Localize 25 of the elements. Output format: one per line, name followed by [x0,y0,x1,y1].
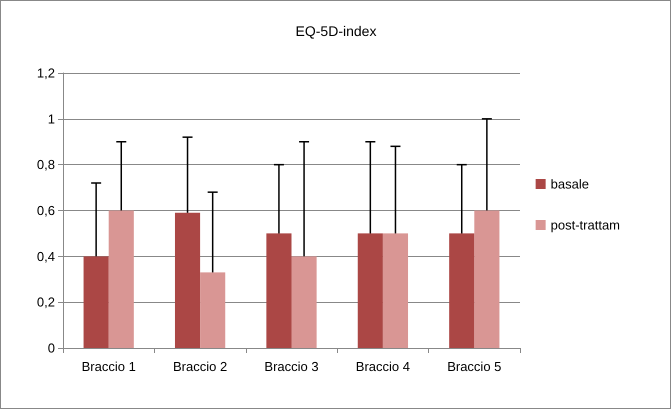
x-tick-label: Braccio 1 [82,359,136,374]
y-tick-label: 0,2 [36,294,55,310]
y-tick-label: 0,8 [36,157,55,172]
x-tick-label: Braccio 3 [264,359,319,374]
y-tick-label: 0 [48,340,55,356]
y-tick-label: 1,2 [36,66,55,80]
x-tick-label: Braccio 2 [173,359,228,374]
bar [449,233,474,348]
chart-title: EQ-5D-index [296,23,376,39]
legend-label: basale [550,176,589,192]
y-tick-label: 1 [48,111,55,126]
bar [200,272,226,348]
bar [358,233,383,348]
x-tick-label: Braccio 4 [356,359,410,374]
bar [474,210,500,348]
bar [292,256,317,348]
bar [84,256,109,348]
legend-label: post-trattam [550,218,620,232]
y-tick-label: 0,6 [36,203,55,218]
bar [108,210,134,348]
y-tick-label: 0,4 [36,248,55,264]
x-tick-label: Braccio 5 [447,359,502,374]
bar [174,212,200,348]
bar [382,233,408,348]
bar [266,233,292,348]
